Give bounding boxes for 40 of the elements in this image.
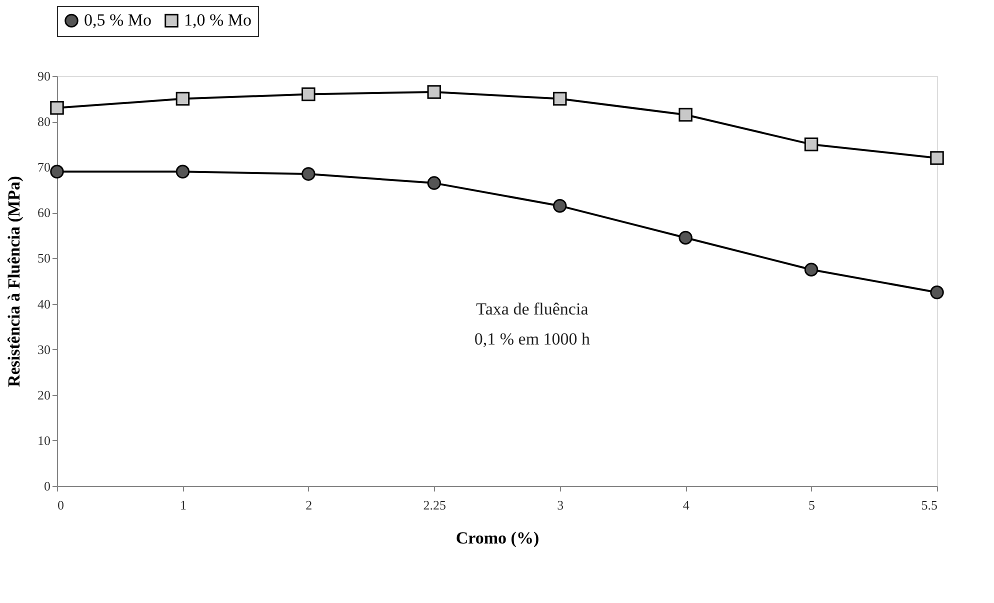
point: [427, 85, 442, 99]
y-tick-label: 70: [38, 160, 50, 175]
y-tick-label: 50: [38, 250, 50, 266]
point: [804, 137, 818, 152]
annotation: 0,1 % em 1000 h: [474, 330, 591, 349]
point: [302, 167, 316, 181]
y-tick-label: 30: [38, 342, 50, 357]
point: [552, 92, 567, 106]
x-tick-label: 2: [306, 498, 312, 512]
y-tick-label: 20: [38, 387, 50, 402]
y-tick-label: 0: [44, 478, 50, 494]
point: [552, 198, 567, 213]
y-tick-label: 10: [38, 432, 50, 448]
annotation: Taxa de fluência: [476, 300, 589, 319]
y-tick-label: 40: [38, 296, 50, 312]
point: [50, 164, 64, 179]
x-tick-label: 5: [808, 498, 816, 512]
point: [678, 230, 692, 245]
point: [930, 151, 944, 165]
x-tick-label: 0: [58, 498, 64, 512]
point: [176, 92, 190, 106]
point: [804, 262, 818, 276]
point: [930, 286, 944, 300]
y-axis-title: Resistência à Fluência (MPa): [4, 176, 24, 388]
x-tick-label: 4: [682, 498, 690, 512]
legend-label: 1,0 % Mo: [184, 10, 252, 30]
x-tick-label: 3: [557, 498, 564, 512]
legend-label: 0,5 % Mo: [84, 10, 152, 30]
point: [176, 164, 190, 179]
x-axis-title: Cromo (%): [456, 528, 540, 548]
point: [50, 101, 64, 115]
y-tick-label: 60: [38, 205, 50, 220]
y-tick-label: 90: [38, 68, 50, 84]
x-tick-label: 5.5: [921, 498, 938, 512]
point: [678, 108, 692, 122]
point: [302, 87, 316, 102]
point: [427, 176, 442, 190]
x-tick-label: 1: [180, 498, 186, 512]
x-tick-label: 2.25: [423, 498, 446, 512]
y-tick-label: 80: [38, 114, 50, 130]
